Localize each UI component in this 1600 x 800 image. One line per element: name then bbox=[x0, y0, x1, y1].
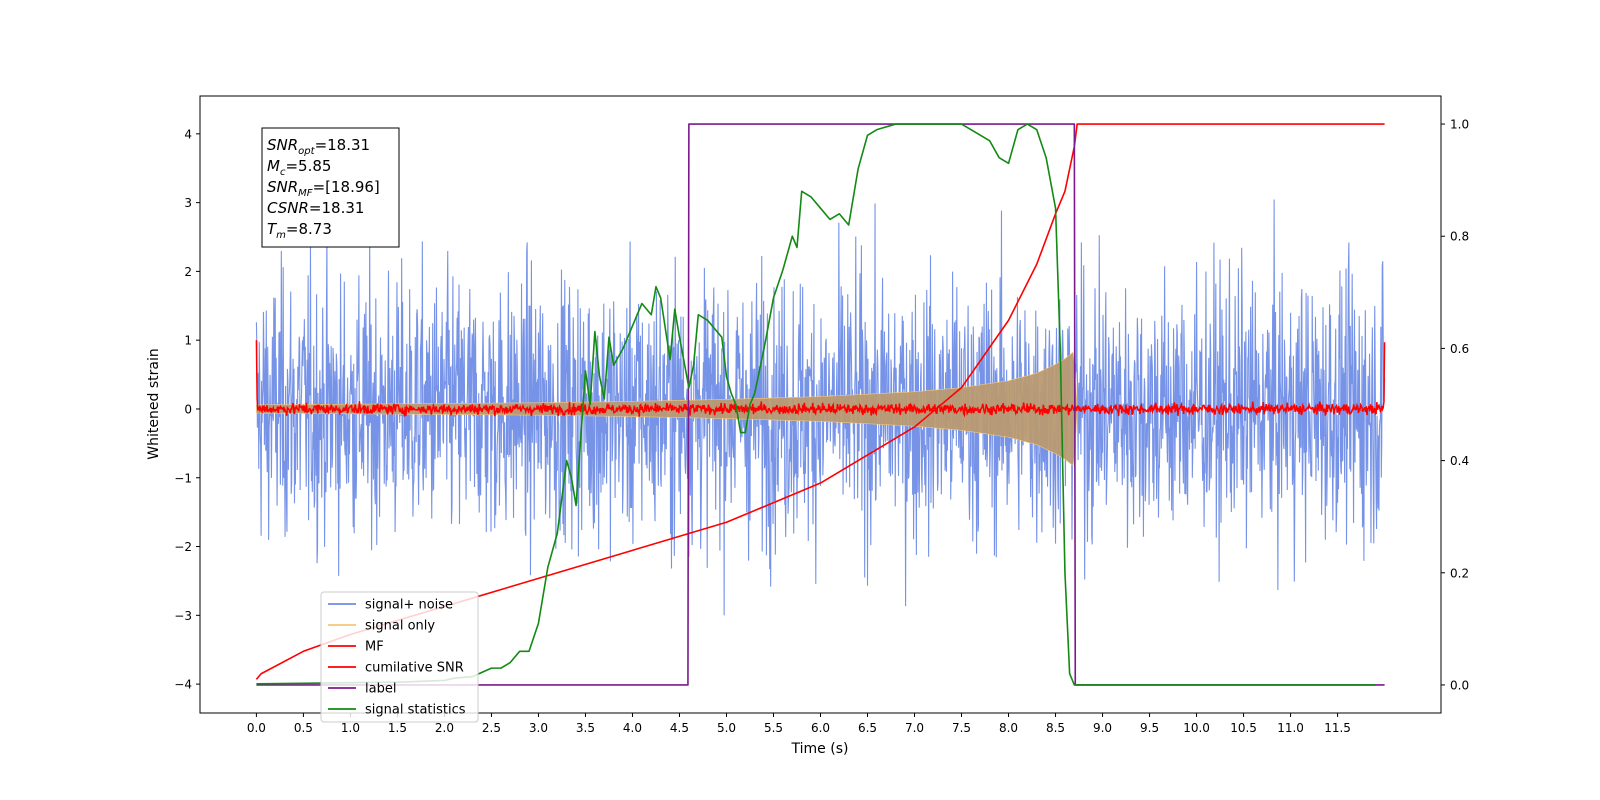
x-tick-label: 6.0 bbox=[811, 721, 830, 735]
legend-entry: MF bbox=[365, 640, 384, 655]
legend-entry: signal statistics bbox=[365, 703, 466, 718]
x-tick-label: 8.0 bbox=[999, 721, 1018, 735]
x-tick-label: 10.5 bbox=[1230, 721, 1257, 735]
x-tick-label: 3.0 bbox=[529, 721, 548, 735]
annotation-box: SNRopt=18.31Mc=5.85SNRMF=[18.96]CSNR=18.… bbox=[261, 127, 400, 248]
annotation-line: SNRMF=[18.96] bbox=[267, 178, 380, 199]
y-tick-label-right: 0.6 bbox=[1450, 342, 1469, 356]
y-tick-label-right: 0.2 bbox=[1450, 566, 1469, 580]
x-tick-label: 7.0 bbox=[905, 721, 924, 735]
y-tick-label-left: −2 bbox=[174, 540, 192, 554]
y-tick-label-left: −4 bbox=[174, 678, 192, 692]
x-tick-label: 2.0 bbox=[435, 721, 454, 735]
y-tick-label-left: 1 bbox=[184, 334, 192, 348]
x-tick-label: 8.5 bbox=[1046, 721, 1065, 735]
legend-entry: signal only bbox=[365, 619, 435, 634]
y-tick-label-right: 0.0 bbox=[1450, 678, 1469, 692]
x-tick-label: 5.5 bbox=[764, 721, 783, 735]
x-tick-label: 11.0 bbox=[1277, 721, 1304, 735]
legend-entry: cumilative SNR bbox=[365, 661, 464, 676]
y-tick-label-left: 0 bbox=[184, 402, 192, 416]
x-tick-label: 6.5 bbox=[858, 721, 877, 735]
legend-entry: label bbox=[365, 682, 396, 697]
annotation-line: Tm=8.73 bbox=[267, 220, 332, 241]
annotation-line: SNRopt=18.31 bbox=[267, 136, 370, 157]
y-tick-label-right: 0.4 bbox=[1450, 454, 1469, 468]
x-tick-label: 10.0 bbox=[1183, 721, 1210, 735]
annotation-line: CSNR=18.31 bbox=[267, 199, 364, 217]
x-tick-label: 0.0 bbox=[247, 721, 266, 735]
annotation-line: Mc=5.85 bbox=[267, 157, 331, 178]
series-signal-statistics bbox=[256, 123, 1376, 686]
x-tick-label: 5.0 bbox=[717, 721, 736, 735]
legend-frame bbox=[320, 591, 479, 723]
axis-ticks: 0.0 0.5 1.0 1.5 2.0 2.5 3.0 3.5 4.0 4.5 5.0 5.5 6.0 6… bbox=[174, 118, 1469, 735]
y-tick-label-right: 1.0 bbox=[1450, 118, 1469, 132]
x-tick-label: 7.5 bbox=[952, 721, 971, 735]
legend-entry: signal+ noise bbox=[365, 598, 453, 613]
legend: signal+ noise signal only MF cumilative SNR… bbox=[320, 591, 479, 723]
x-axis-label: Time (s) bbox=[791, 741, 849, 757]
series-mf bbox=[255, 340, 1386, 418]
y-tick-label-left: 4 bbox=[184, 127, 192, 141]
y-tick-label-right: 0.8 bbox=[1450, 230, 1469, 244]
y-axis-label: Whitened strain bbox=[146, 348, 162, 459]
x-tick-label: 9.0 bbox=[1093, 721, 1112, 735]
series-signal-plus-noise bbox=[255, 199, 1386, 616]
y-tick-label-left: −3 bbox=[174, 609, 192, 623]
x-tick-label: 1.0 bbox=[341, 721, 360, 735]
y-tick-label-left: −1 bbox=[174, 471, 192, 485]
x-tick-label: 0.5 bbox=[294, 721, 313, 735]
x-tick-label: 4.5 bbox=[670, 721, 689, 735]
annotation-frame bbox=[261, 127, 400, 248]
y-tick-label-left: 2 bbox=[184, 265, 192, 279]
x-tick-label: 4.0 bbox=[623, 721, 642, 735]
x-tick-label: 11.5 bbox=[1324, 721, 1351, 735]
x-tick-label: 2.5 bbox=[482, 721, 501, 735]
x-tick-label: 1.5 bbox=[388, 721, 407, 735]
x-tick-label: 3.5 bbox=[576, 721, 595, 735]
x-tick-label: 9.5 bbox=[1140, 721, 1159, 735]
y-tick-label-left: 3 bbox=[184, 196, 192, 210]
